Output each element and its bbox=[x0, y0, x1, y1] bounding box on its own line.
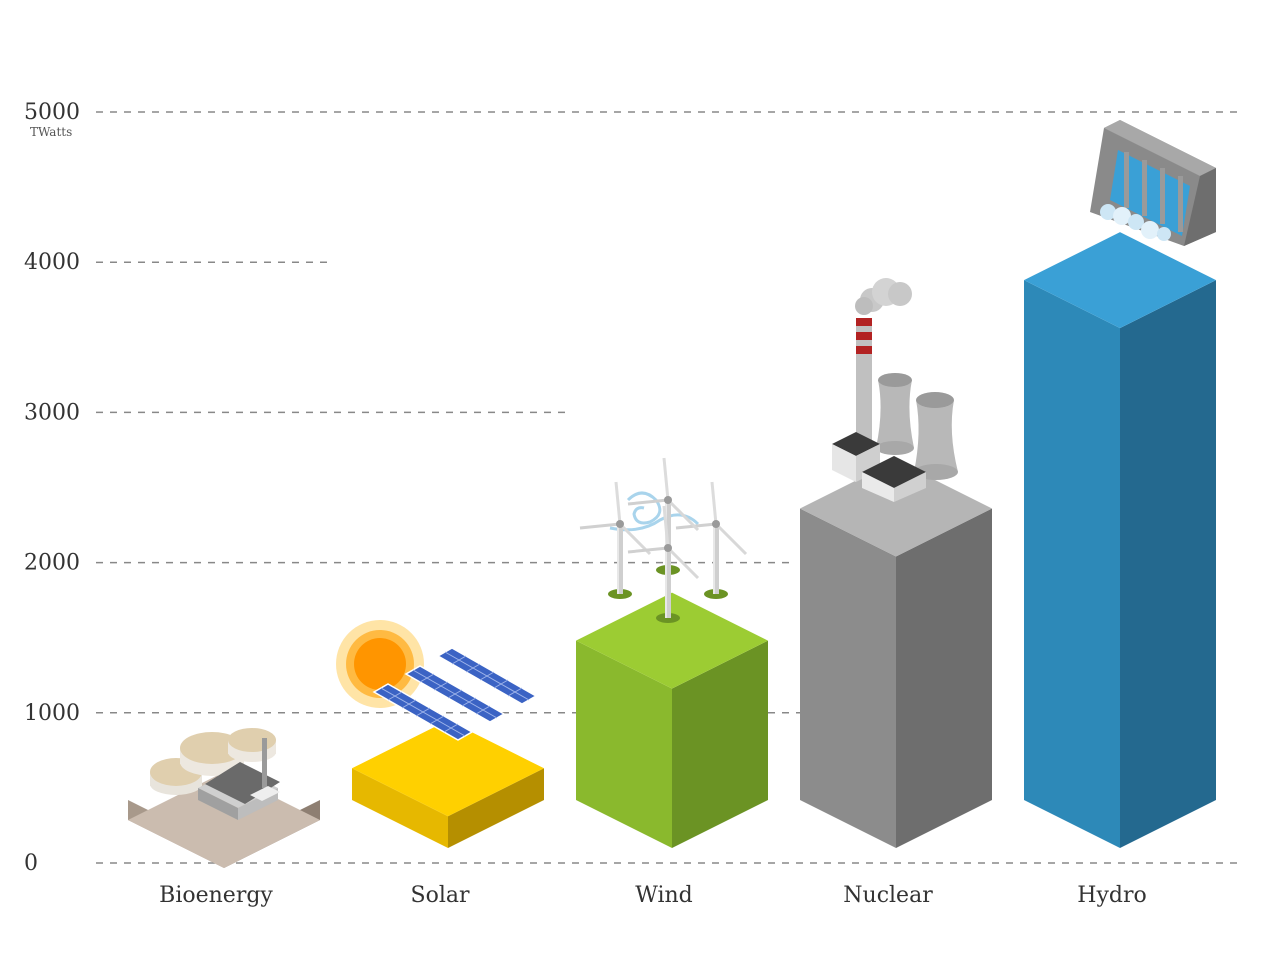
category-label-hydro: Hydro bbox=[1077, 883, 1146, 908]
y-axis: 0 1000 2000 3000 4000 5000 bbox=[24, 100, 80, 876]
y-tick-label-4000: 4000 bbox=[24, 250, 80, 275]
bar-side-face bbox=[672, 640, 768, 848]
bar-top-face bbox=[800, 460, 992, 557]
bar-side-face bbox=[448, 768, 544, 848]
bar-side-face bbox=[1120, 280, 1216, 848]
bar-nuclear bbox=[800, 460, 992, 848]
bar-front-face bbox=[576, 640, 672, 848]
category-label-nuclear: Nuclear bbox=[843, 883, 933, 908]
bar-front-face bbox=[800, 508, 896, 848]
bars bbox=[128, 232, 1216, 868]
grid-layer bbox=[96, 111, 1240, 864]
hydro-dam-icon bbox=[1090, 120, 1216, 246]
bar-top-face bbox=[576, 592, 768, 689]
nuclear-plant-icon bbox=[832, 278, 958, 502]
bar-front-face bbox=[352, 768, 448, 848]
biogas-plant-icon bbox=[150, 728, 280, 820]
category-label-bioenergy: Bioenergy bbox=[159, 883, 273, 908]
wind-turbines-icon bbox=[578, 456, 748, 625]
bar-top-face bbox=[352, 720, 544, 817]
bar-solar bbox=[352, 720, 544, 848]
category-label-wind: Wind bbox=[635, 883, 693, 908]
y-tick-label-5000: 5000 bbox=[24, 100, 80, 125]
bar-top-face bbox=[1024, 232, 1216, 329]
y-tick-label-0: 0 bbox=[24, 851, 38, 876]
y-tick-label-3000: 3000 bbox=[24, 400, 80, 425]
y-unit-label: TWatts bbox=[30, 125, 72, 139]
bar-side-face bbox=[896, 508, 992, 848]
x-axis: Bioenergy Solar Wind Nuclear Hydro bbox=[159, 883, 1147, 908]
bar-front-face bbox=[1024, 280, 1120, 848]
bar-hydro bbox=[1024, 232, 1216, 848]
y-tick-label-2000: 2000 bbox=[24, 551, 80, 576]
bar-wind bbox=[576, 592, 768, 848]
solar-panels-sun-icon bbox=[336, 620, 537, 741]
y-tick-label-1000: 1000 bbox=[24, 701, 80, 726]
category-label-solar: Solar bbox=[411, 883, 470, 908]
